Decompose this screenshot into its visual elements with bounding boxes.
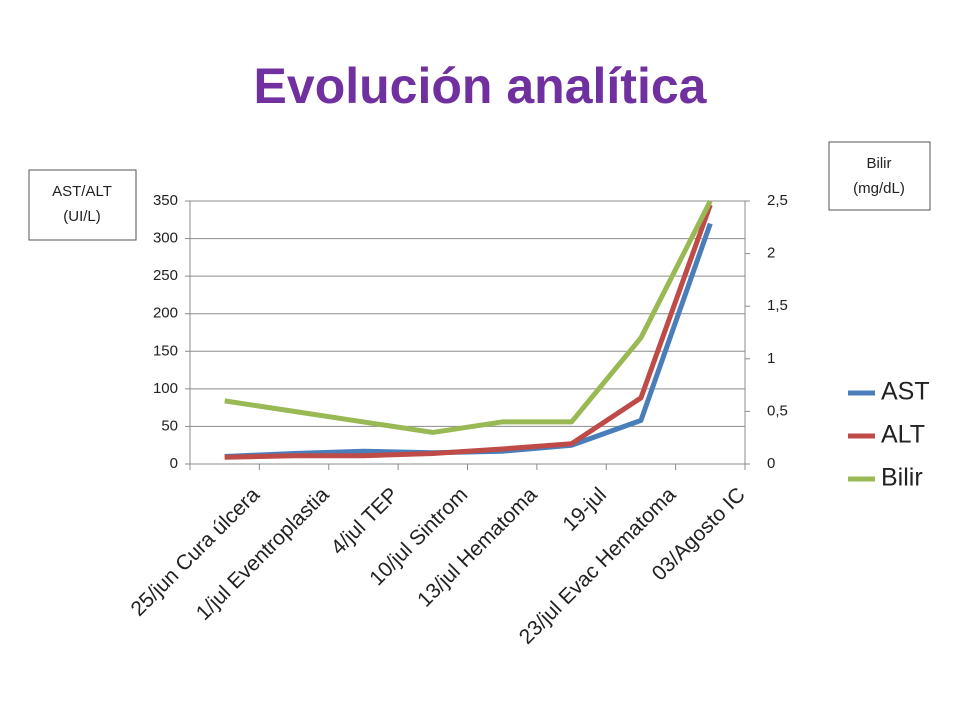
chart-title: Evolución analítica [254,58,708,114]
y-tick-label: 150 [153,342,178,359]
y2-tick-label: 0 [767,455,775,472]
y-tick-label: 100 [153,380,178,397]
x-tick-label: 13/jul Hematoma [413,483,542,612]
y2-tick-label: 1 [767,350,775,367]
x-tick-label: 1/jul Eventroplastia [192,483,334,625]
y2-label-box [828,141,931,211]
y2-tick-label: 1,5 [767,297,788,314]
x-tick-label: 25/jun Cura úlcera [127,483,265,621]
y-tick-label: 300 [153,230,178,247]
line-series [224,199,713,435]
y-tick-label: 200 [153,305,178,322]
y-label: (UI/L) [63,208,101,225]
y2-tick-label: 0,5 [767,402,788,419]
y-tick-label: 250 [153,267,178,284]
x-tick-label: 19-jul [558,483,611,536]
y-label-box [28,169,137,241]
y-tick-label: 50 [161,417,178,434]
y-label: AST/ALT [52,183,112,200]
legend-label: AST [881,378,930,406]
y-tick-label: 0 [170,455,178,472]
y2-label: (mg/dL) [853,180,905,197]
y-tick-label: 350 [153,192,178,209]
legend-label: Bilir [881,464,923,492]
legend-label: ALT [881,421,925,449]
y2-label: Bilir [867,155,892,172]
y2-tick-label: 2,5 [767,192,788,209]
y2-tick-label: 2 [767,245,775,262]
line-series [224,203,713,460]
